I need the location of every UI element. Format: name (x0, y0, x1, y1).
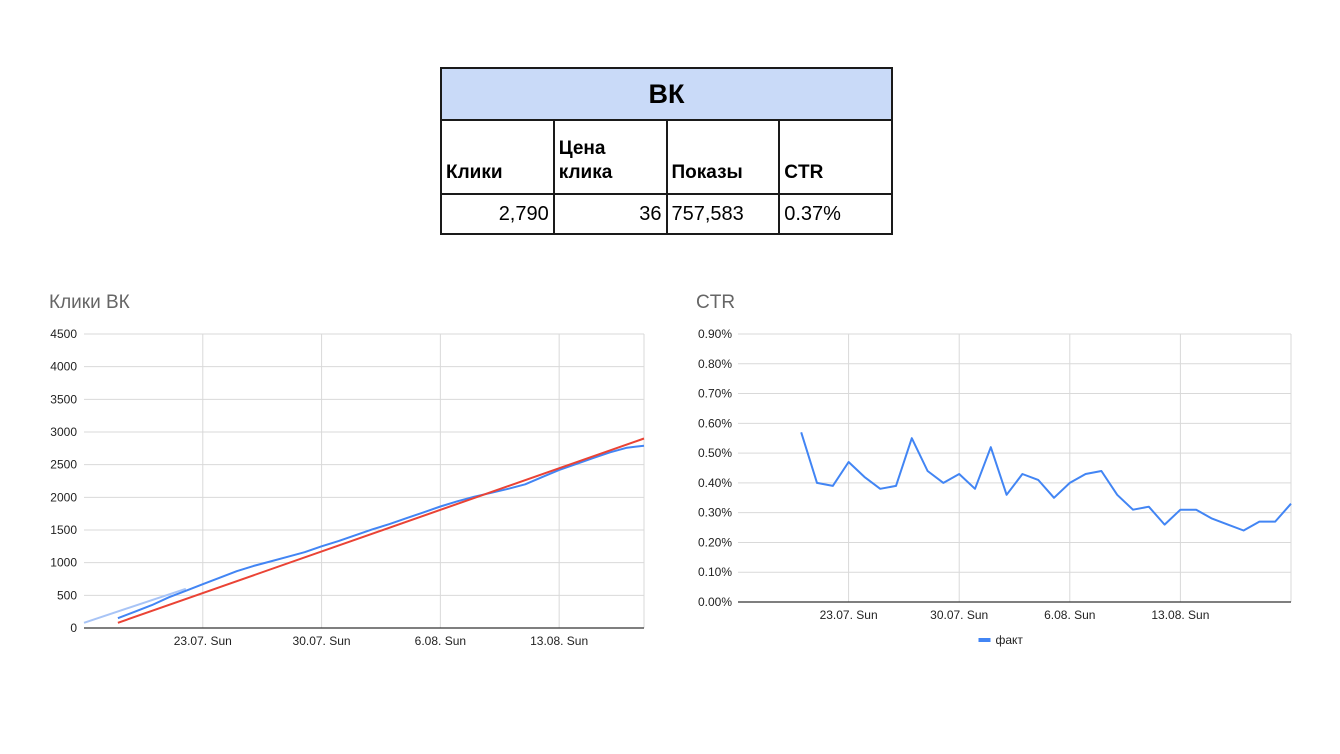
ctr-x-tick-label: 13.08. Sun (1151, 608, 1209, 622)
ctr-y-tick-label: 0.10% (698, 565, 732, 579)
ctr-y-tick-label: 0.00% (698, 595, 732, 609)
clicks-y-tick-label: 4000 (50, 360, 77, 374)
ctr-y-tick-label: 0.60% (698, 416, 732, 430)
clicks-series-actual-line (117, 444, 645, 620)
value-ctr: 0.37% (778, 193, 893, 235)
clicks-y-tick-label: 3000 (50, 425, 77, 439)
header-cost-per-click: Цена клика (552, 119, 668, 195)
ctr-y-tick-label: 0.80% (698, 357, 732, 371)
clicks-series-trend-line (117, 437, 645, 624)
clicks-y-tick-label: 4500 (50, 327, 77, 341)
header-clicks: Клики (440, 119, 555, 195)
clicks-chart-title: Клики ВК (49, 292, 130, 313)
clicks-y-tick-label: 500 (57, 588, 77, 602)
clicks-x-tick-label: 23.07. Sun (174, 634, 232, 648)
table-title: ВК (440, 67, 893, 121)
header-impressions: Показы (665, 119, 781, 195)
ctr-y-tick-label: 0.50% (698, 446, 732, 460)
value-clicks: 2,790 (440, 193, 555, 235)
ctr-legend-swatch (978, 638, 991, 642)
ctr-y-tick-label: 0.90% (698, 327, 732, 341)
clicks-y-tick-label: 1000 (50, 556, 77, 570)
clicks-y-tick-label: 3500 (50, 392, 77, 406)
ctr-x-tick-label: 30.07. Sun (930, 608, 988, 622)
clicks-x-tick-label: 6.08. Sun (415, 634, 466, 648)
value-cost-per-click: 36 (552, 193, 668, 235)
clicks-y-tick-label: 2000 (50, 490, 77, 504)
clicks-y-tick-label: 0 (70, 621, 77, 635)
ctr-y-tick-label: 0.20% (698, 535, 732, 549)
value-impressions: 757,583 (665, 193, 781, 235)
ctr-x-tick-label: 6.08. Sun (1044, 608, 1095, 622)
clicks-y-tick-label: 1500 (50, 523, 77, 537)
clicks-series-extension-line (83, 587, 187, 624)
ctr-y-tick-label: 0.70% (698, 387, 732, 401)
clicks-x-tick-label: 30.07. Sun (293, 634, 351, 648)
ctr-y-tick-label: 0.30% (698, 506, 732, 520)
header-ctr: CTR (778, 119, 893, 195)
summary-table: ВК Клики Цена клика Показы CTR 2,790 36 … (440, 67, 893, 235)
ctr-x-tick-label: 23.07. Sun (820, 608, 878, 622)
clicks-x-tick-label: 13.08. Sun (530, 634, 588, 648)
ctr-legend-label: факт (996, 633, 1024, 647)
ctr-y-tick-label: 0.40% (698, 476, 732, 490)
clicks-y-tick-label: 2500 (50, 458, 77, 472)
ctr-chart-title: CTR (696, 292, 736, 313)
ctr-series-fact-line (800, 432, 1292, 532)
